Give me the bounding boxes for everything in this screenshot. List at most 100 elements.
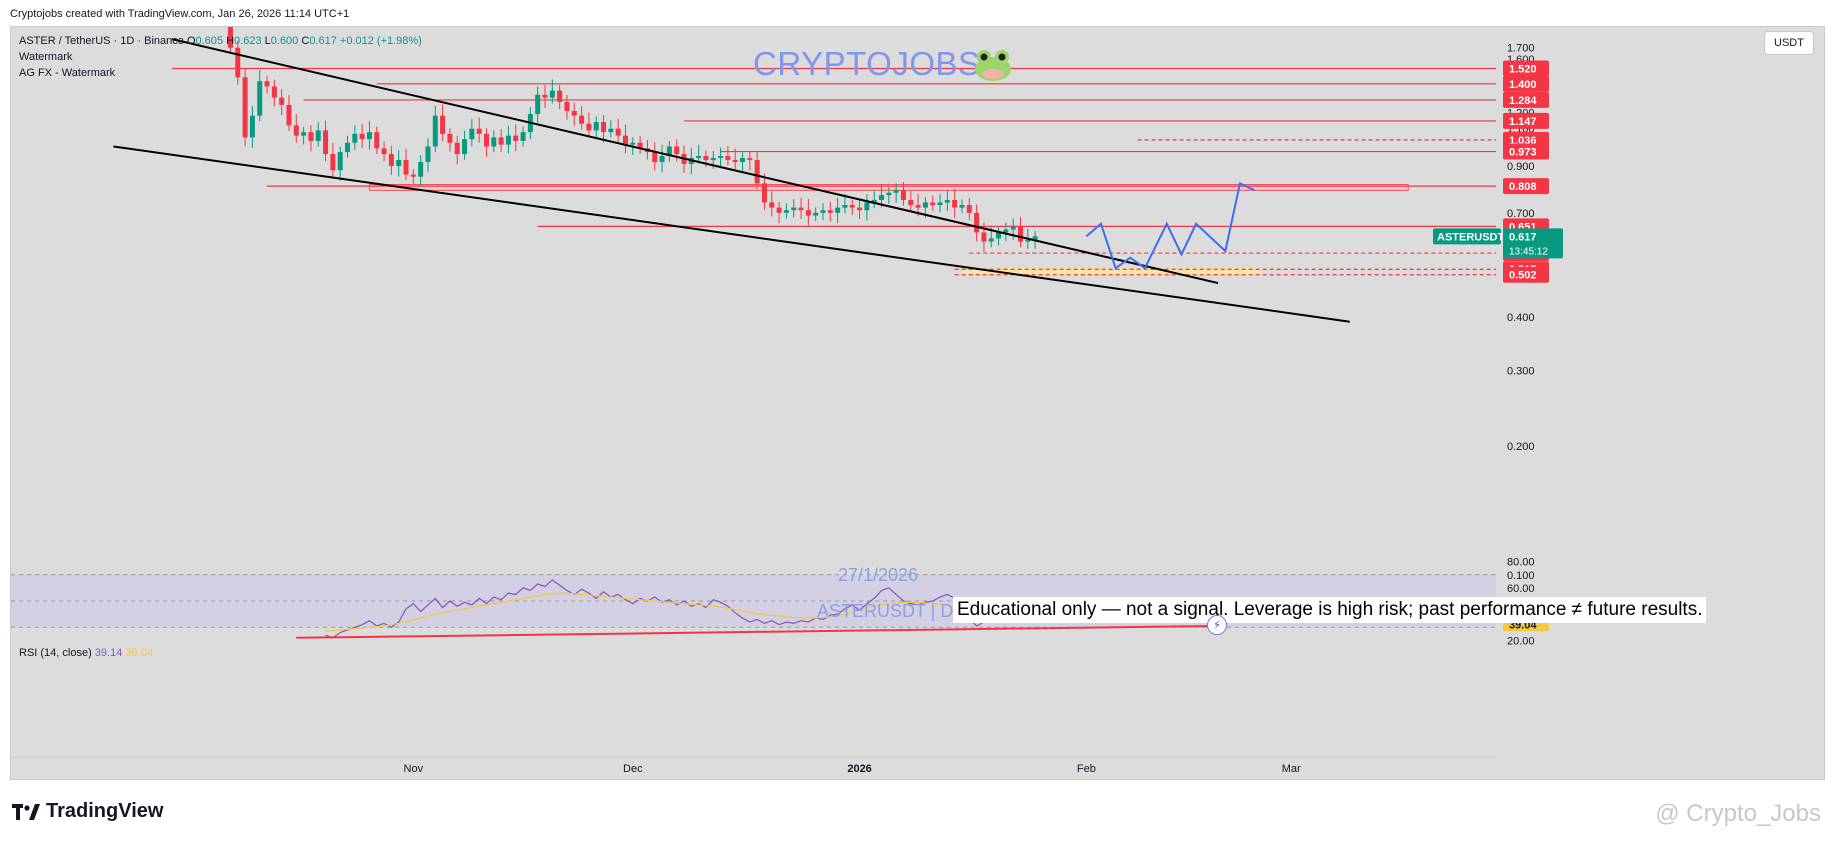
candle <box>498 129 504 152</box>
candle-body <box>308 132 314 141</box>
candle-body <box>871 199 877 203</box>
change-value: +0.012 (+1.98%) <box>339 35 422 47</box>
candle-body <box>857 207 863 211</box>
candle-body <box>579 115 585 124</box>
candle <box>996 226 1002 246</box>
candle <box>374 126 380 154</box>
candle-body <box>227 27 233 48</box>
candle-body <box>893 190 899 193</box>
level-badge <box>1503 75 1549 92</box>
candle-body <box>820 210 826 213</box>
candle-body <box>264 81 270 87</box>
candle-body <box>330 154 336 171</box>
price-tick-label: 0.200 <box>1507 441 1535 453</box>
candle <box>323 120 329 162</box>
candle-body <box>674 146 680 155</box>
symbol-badge <box>1433 228 1501 245</box>
candle-body <box>666 146 672 156</box>
indicator-ag-fx-watermark[interactable]: AG FX - Watermark <box>19 67 116 79</box>
candle <box>542 84 548 108</box>
chart-frame[interactable]: 0.1000.2000.3000.4000.5000.6000.7000.800… <box>10 26 1825 780</box>
candle-body <box>410 174 416 177</box>
candle-body <box>476 128 482 134</box>
candle-body <box>549 90 555 98</box>
candle-body <box>776 207 782 213</box>
candle <box>483 128 489 157</box>
candle <box>827 201 833 222</box>
candle <box>359 124 365 148</box>
price-chart[interactable]: 0.1000.2000.3000.4000.5000.6000.7000.800… <box>11 27 1825 780</box>
candle-body <box>286 104 292 126</box>
candle <box>308 125 314 152</box>
close-value: 0.617 <box>309 35 337 47</box>
close-label: C <box>301 35 310 47</box>
candle-body <box>337 152 343 171</box>
candle-body <box>637 142 643 149</box>
level-badge-label: 1.284 <box>1509 95 1537 107</box>
candle-body <box>323 130 329 155</box>
level-badge <box>1503 91 1549 108</box>
candle <box>1003 222 1009 242</box>
candle <box>820 203 826 221</box>
candle <box>747 151 753 171</box>
candle-body <box>813 212 819 216</box>
candle <box>864 194 870 221</box>
candle <box>725 146 731 166</box>
candle <box>879 183 885 208</box>
last-price-badge <box>1503 228 1563 259</box>
candle <box>227 27 233 54</box>
candle-body <box>257 81 263 116</box>
candle <box>330 142 336 180</box>
candle <box>425 138 431 173</box>
candle <box>454 135 460 165</box>
candle <box>930 195 936 211</box>
tradingview-logo[interactable]: TradingView <box>12 800 163 823</box>
lightning-icon[interactable]: ⚡ <box>1207 615 1227 635</box>
trendline-upper <box>171 38 1219 285</box>
candle-body <box>498 137 504 145</box>
candle <box>586 112 592 138</box>
currency-button[interactable]: USDT <box>1764 31 1814 55</box>
watermark-date: 27/1/2026 <box>838 565 919 585</box>
level-badge-label: 0.808 <box>1509 181 1537 193</box>
candle <box>535 86 541 123</box>
candle-body <box>900 190 906 200</box>
candle-body <box>696 155 702 158</box>
candle <box>235 40 241 85</box>
trendline-lower <box>113 145 1350 323</box>
candle-body <box>271 86 277 98</box>
open-value: 0.605 <box>195 35 224 47</box>
candle-body <box>791 207 797 211</box>
candle-body <box>557 90 563 102</box>
candle-body <box>827 210 833 213</box>
symbol-legend: ASTER / TetherUS · 1D · Binance O0.605 H… <box>19 33 422 81</box>
candle-body <box>418 161 424 177</box>
candle <box>608 120 614 138</box>
candle-body <box>315 130 321 141</box>
indicator-watermark[interactable]: Watermark <box>19 51 73 63</box>
low-value: 0.600 <box>270 35 299 47</box>
candle <box>271 79 277 107</box>
candle-body <box>805 210 811 216</box>
candle <box>571 102 577 126</box>
candle-body <box>381 148 387 155</box>
price-tick-label: 0.300 <box>1507 366 1535 378</box>
candle-body <box>761 183 767 203</box>
last-price-label: 0.617 <box>1509 231 1537 243</box>
candle <box>345 135 351 158</box>
candle-body <box>1025 239 1031 242</box>
candle <box>615 118 621 143</box>
candle <box>396 150 402 177</box>
candle <box>849 199 855 215</box>
rsi-legend: RSI (14, close) 39.14 39.04 <box>19 647 153 659</box>
candle <box>798 197 804 219</box>
candle-body <box>952 199 958 208</box>
candle <box>381 141 387 162</box>
rsi-ma-legend-value: 39.04 <box>125 647 153 659</box>
candle-body <box>732 159 738 162</box>
candle <box>769 191 775 217</box>
candle <box>301 126 307 145</box>
candle-body <box>249 115 255 138</box>
candle <box>900 181 906 206</box>
candle <box>403 148 409 181</box>
